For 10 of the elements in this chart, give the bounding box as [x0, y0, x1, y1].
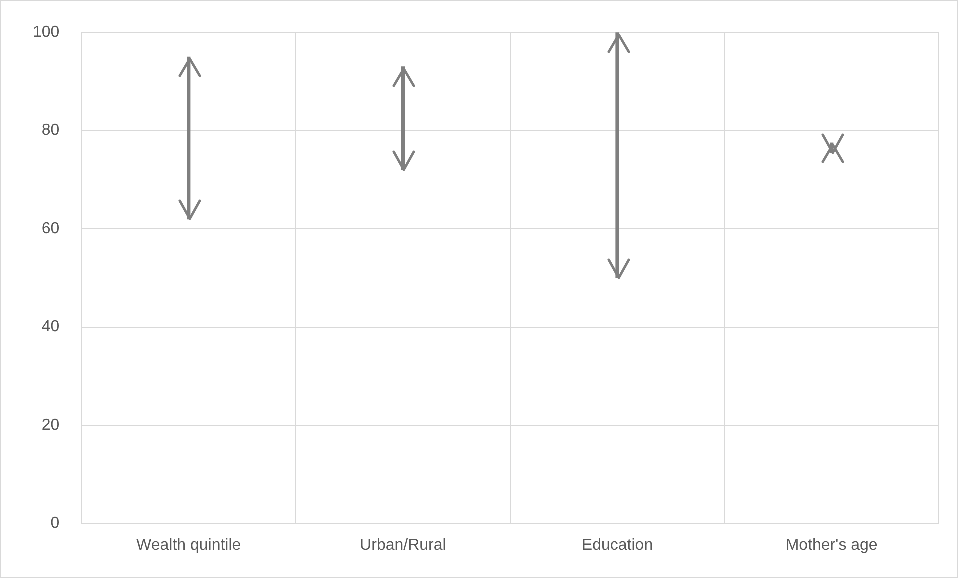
y-tick-label: 80	[42, 122, 60, 140]
y-tick-label: 40	[42, 318, 60, 336]
x-tick-label: Urban/Rural	[360, 536, 446, 554]
y-tick-label: 60	[42, 220, 60, 238]
x-tick-label: Education	[582, 536, 654, 554]
x-tick-label: Mother's age	[786, 536, 878, 554]
y-tick-label: 100	[32, 24, 60, 42]
y-tick-label: 20	[42, 416, 60, 434]
x-tick-label: Wealth quintile	[136, 536, 242, 554]
y-tick-label: 0	[50, 515, 60, 532]
